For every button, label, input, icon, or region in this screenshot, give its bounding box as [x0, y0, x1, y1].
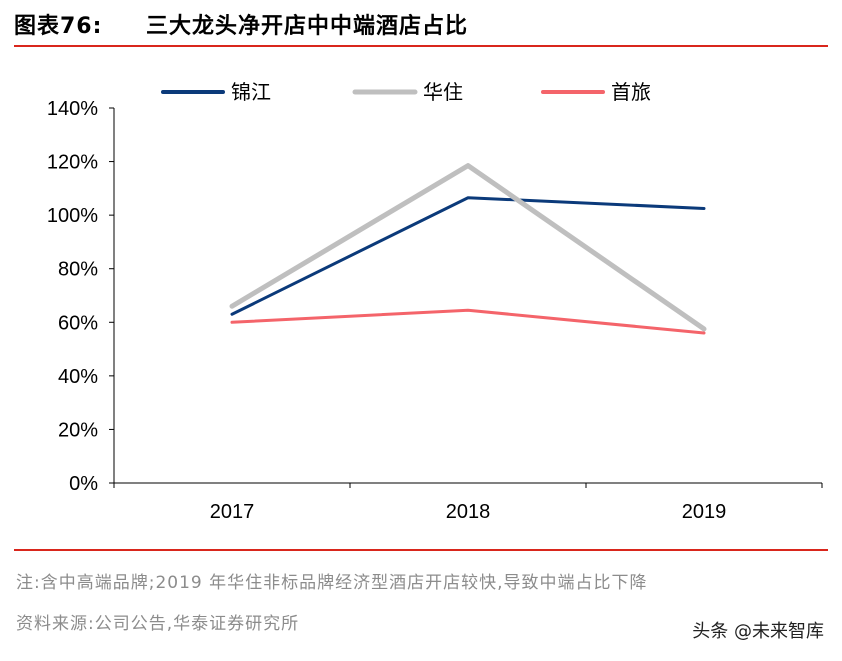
- figure-title: 图表76: 三大龙头净开店中中端酒店占比: [14, 8, 468, 40]
- y-tick-label: 120%: [47, 152, 98, 174]
- top-divider: [14, 45, 828, 47]
- y-tick-label: 20%: [58, 419, 98, 441]
- bottom-divider: [14, 549, 828, 551]
- line-chart: 0% 20% 40% 60% 80% 100% 120% 140% 2017 2018 2019 锦江…: [47, 80, 823, 523]
- legend-label: 锦江: [231, 80, 271, 104]
- figure-label: 图表76:: [14, 14, 103, 39]
- series-line-华住: [229, 163, 707, 332]
- figure-title-text: 三大龙头净开店中中端酒店占比: [146, 14, 469, 39]
- watermark-text: 头条 @未来智库: [692, 621, 824, 642]
- y-tick-label: 0%: [69, 473, 98, 495]
- series-line-锦江: [230, 196, 706, 316]
- y-tick-label: 140%: [47, 98, 98, 120]
- legend-label: 华住: [423, 80, 463, 104]
- y-tick-label: 80%: [58, 259, 98, 281]
- watermark: 头条 @未来智库: [692, 617, 824, 643]
- y-tick-label: 60%: [58, 312, 98, 334]
- x-tick-label: 2017: [210, 501, 255, 523]
- x-tick-label: 2019: [682, 501, 727, 523]
- legend-label: 首旅: [611, 80, 651, 104]
- y-tick-label: 100%: [47, 205, 98, 227]
- chart-source: 资料来源:公司公告,华泰证券研究所: [16, 614, 300, 634]
- chart-note: 注:含中高端品牌;2019 年华住非标品牌经济型酒店开店较快,导致中端占比下降: [16, 573, 648, 593]
- y-tick-label: 40%: [58, 366, 98, 388]
- series-line-首旅: [230, 308, 706, 335]
- x-tick-label: 2018: [446, 501, 491, 523]
